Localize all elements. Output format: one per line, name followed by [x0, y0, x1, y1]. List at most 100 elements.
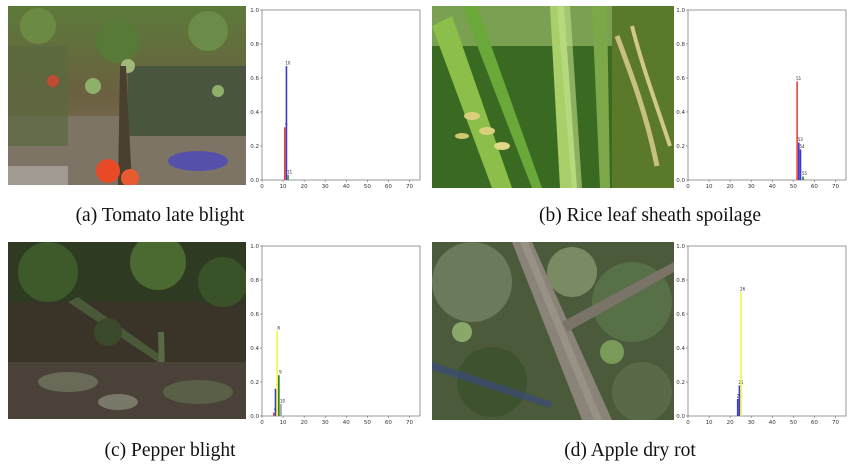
x-tick-label: 30: [322, 420, 329, 426]
x-tick-label: 60: [385, 420, 392, 426]
bar-label: 55: [802, 171, 808, 176]
x-tick-label: 40: [769, 184, 776, 190]
x-tick-label: 30: [322, 184, 329, 190]
x-tick-label: 10: [280, 420, 287, 426]
x-tick-label: 40: [769, 420, 776, 426]
y-tick-label: 0.8: [676, 42, 685, 48]
bar-label: 11: [287, 169, 293, 174]
bar-label: 26: [740, 286, 746, 291]
x-tick-label: 40: [343, 420, 350, 426]
plot-frame: [687, 245, 847, 417]
y-tick-label: 0.4: [676, 110, 685, 116]
y-tick-label: 1.0: [250, 8, 259, 14]
y-tick-label: 0.0: [250, 178, 259, 184]
x-tick-label: 0: [686, 420, 690, 426]
y-tick-label: 0.6: [676, 76, 685, 82]
y-tick-label: 0.0: [676, 178, 685, 184]
apple-branch-photo: [432, 242, 674, 420]
y-tick-label: 0.0: [676, 414, 685, 420]
chart-svg: 0.00.20.40.60.81.0010203040506070678910: [250, 244, 421, 426]
bar: [276, 331, 278, 416]
x-tick-label: 10: [706, 184, 713, 190]
y-tick-label: 0.6: [250, 76, 259, 82]
x-tick-label: 40: [343, 184, 350, 190]
x-tick-label: 20: [727, 420, 734, 426]
caption-c: (c) Pepper blight: [104, 440, 236, 461]
y-tick-label: 0.4: [250, 346, 259, 352]
bar: [802, 176, 804, 180]
tomato-plant-photo: [8, 6, 246, 185]
bar: [274, 388, 277, 416]
bar: [278, 375, 280, 416]
x-tick-label: 20: [727, 184, 734, 190]
x-tick-label: 60: [811, 184, 818, 190]
plot-frame: [261, 9, 421, 181]
caption-a: (a) Tomato late blight: [75, 205, 245, 226]
x-tick-label: 70: [832, 184, 839, 190]
bar: [285, 66, 288, 180]
y-tick-label: 0.4: [250, 110, 259, 116]
caption-d: (d) Apple dry rot: [564, 440, 696, 461]
plot-frame: [687, 9, 847, 181]
bar-label: 54: [799, 144, 805, 149]
bar: [283, 127, 286, 180]
bar: [287, 174, 289, 180]
chart-c: 0.00.20.40.60.81.0010203040506070678910: [250, 240, 424, 426]
bar: [280, 404, 282, 416]
rice-plant-photo: [432, 6, 674, 188]
y-tick-label: 0.6: [250, 312, 259, 318]
bar-label: 10: [280, 399, 286, 404]
chart-d: 0.00.20.40.60.81.0010203040506070242526: [676, 240, 848, 426]
x-tick-label: 70: [832, 420, 839, 426]
x-tick-label: 50: [790, 420, 797, 426]
bar-label: 51: [796, 76, 802, 81]
y-tick-label: 1.0: [676, 8, 685, 14]
x-tick-label: 10: [706, 420, 713, 426]
bar: [738, 385, 741, 416]
x-tick-label: 30: [748, 420, 755, 426]
bar: [736, 399, 739, 416]
bar: [796, 81, 798, 180]
x-tick-label: 20: [301, 184, 308, 190]
y-tick-label: 0.2: [250, 380, 259, 386]
x-tick-label: 50: [790, 184, 797, 190]
x-tick-label: 70: [406, 184, 413, 190]
bar-label: 9: [279, 370, 282, 375]
y-tick-label: 0.2: [676, 144, 685, 150]
chart-svg: 0.00.20.40.60.81.0010203040506070242526: [676, 244, 847, 426]
bar: [272, 412, 275, 416]
bar: [740, 291, 742, 416]
y-tick-label: 0.2: [676, 380, 685, 386]
bar-label: 53: [798, 137, 804, 142]
y-tick-label: 0.4: [676, 346, 685, 352]
bar: [799, 149, 802, 180]
x-tick-label: 30: [748, 184, 755, 190]
bar: [798, 142, 800, 180]
caption-b: (b) Rice leaf sheath spoilage: [539, 205, 761, 226]
x-tick-label: 0: [260, 184, 264, 190]
x-tick-label: 20: [301, 420, 308, 426]
x-tick-label: 0: [260, 420, 264, 426]
y-tick-label: 0.8: [676, 278, 685, 284]
y-tick-label: 0.6: [676, 312, 685, 318]
y-tick-label: 0.8: [250, 278, 259, 284]
bar-label: 10: [285, 61, 291, 66]
plot-frame: [261, 245, 421, 417]
x-tick-label: 10: [280, 184, 287, 190]
x-tick-label: 70: [406, 420, 413, 426]
x-tick-label: 0: [686, 184, 690, 190]
y-tick-label: 1.0: [676, 244, 685, 250]
x-tick-label: 60: [811, 420, 818, 426]
chart-b: 0.0 0.2 0.4 0.6 0.8 1.0 0 10 20 30 40 50 60 70 51 53 54 5…: [676, 4, 848, 190]
bar-label: 8: [277, 326, 280, 331]
y-tick-label: 1.0: [250, 244, 259, 250]
chart-a: 0.00.20.40.60.81.001020304050607091011: [250, 4, 424, 190]
y-tick-label: 0.2: [250, 144, 259, 150]
chart-svg: 0.0 0.2 0.4 0.6 0.8 1.0 0 10 20 30 40 50 60 70 51 53 54 5…: [676, 8, 847, 190]
x-tick-label: 50: [364, 184, 371, 190]
x-tick-label: 60: [385, 184, 392, 190]
pepper-plant-photo: [8, 242, 246, 419]
chart-svg: 0.00.20.40.60.81.001020304050607091011: [250, 8, 421, 190]
y-tick-label: 0.0: [250, 414, 259, 420]
y-tick-label: 0.8: [250, 42, 259, 48]
